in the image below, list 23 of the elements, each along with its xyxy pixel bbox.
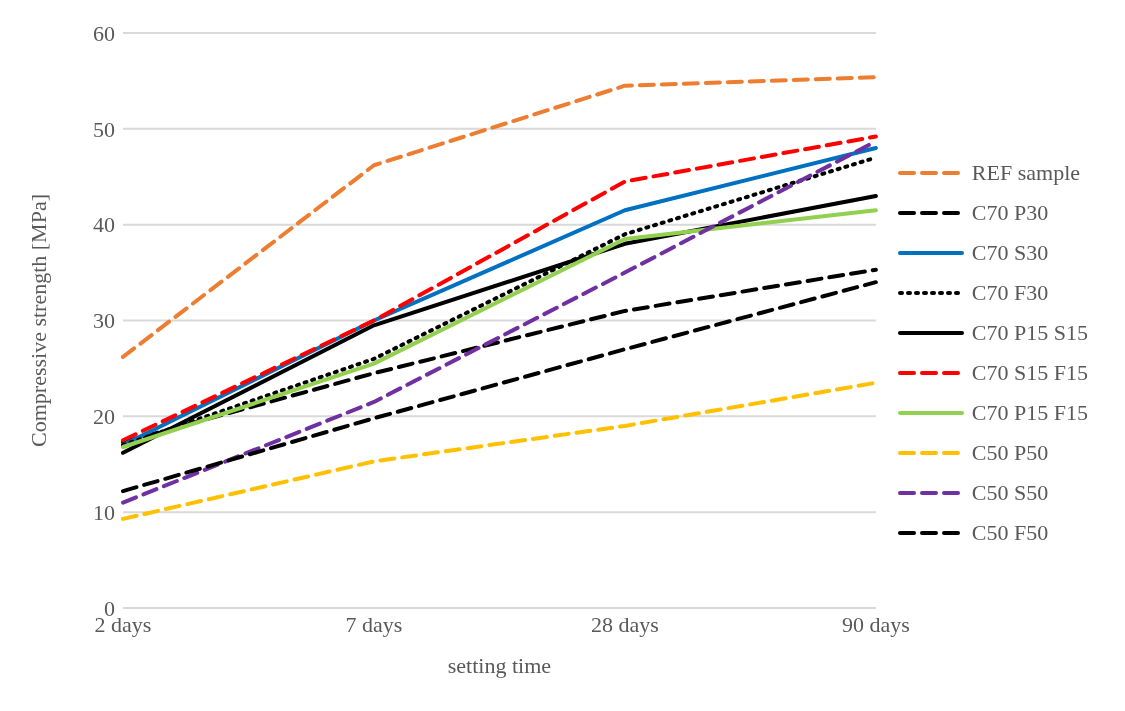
legend-label: C70 P30 [971, 200, 1049, 226]
y-tick-label: 40 [93, 212, 115, 238]
line-series [121, 280, 878, 494]
legend-label: C50 P50 [971, 440, 1049, 466]
x-tick-label: 7 days [345, 611, 403, 637]
y-tick-label: 20 [93, 404, 115, 430]
legend-label: C70 P15 S15 [971, 320, 1088, 346]
legend-label: C70 S30 [971, 240, 1049, 266]
x-tick-label: 28 days [590, 611, 659, 637]
y-tick-label: 60 [93, 20, 115, 46]
x-axis-title: setting time [447, 653, 552, 678]
line-series [121, 75, 878, 359]
legend-label: C70 S15 F15 [971, 360, 1088, 386]
y-tick-label: 50 [93, 116, 115, 142]
legend-label: REF sample [971, 160, 1081, 186]
y-axis-title: Compressive strength [MPa] [25, 194, 51, 447]
legend-label: C70 P15 F15 [971, 400, 1088, 426]
y-tick-label: 30 [93, 308, 115, 334]
x-tick-label: 90 days [841, 611, 910, 637]
legend-label: C50 F50 [971, 520, 1049, 546]
legend-label: C70 F30 [971, 280, 1049, 306]
legend-label: C50 S50 [971, 480, 1049, 506]
y-tick-label: 10 [93, 499, 115, 525]
